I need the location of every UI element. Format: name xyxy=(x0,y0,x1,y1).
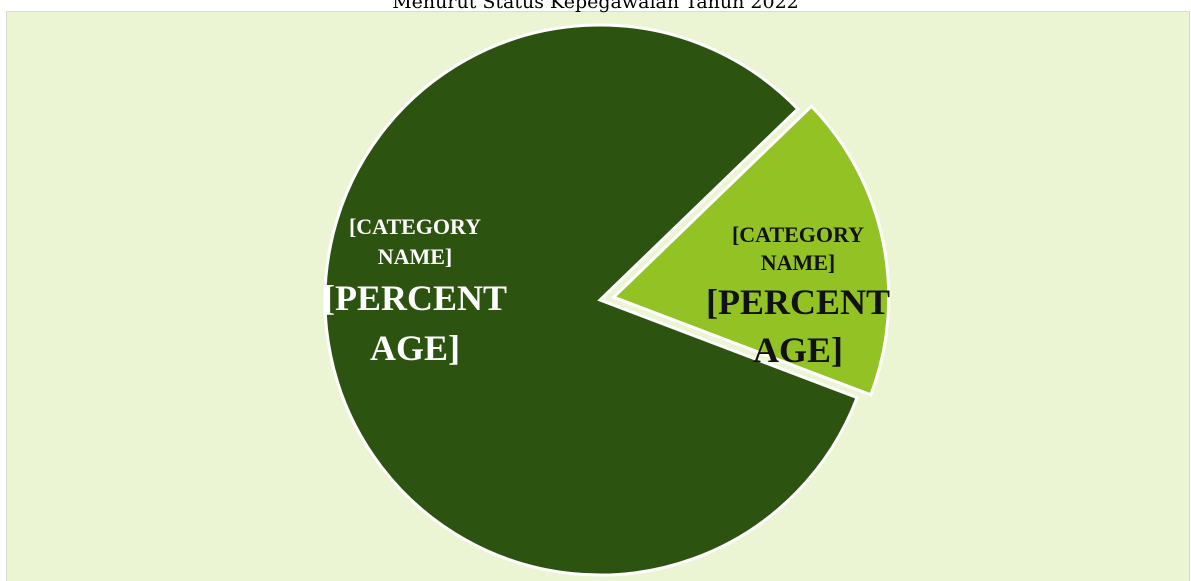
slice-category-name-line: [CATEGORY xyxy=(732,222,864,247)
pie-slice-2 xyxy=(610,104,891,397)
slice-label-2: [CATEGORY NAME] [PERCENT AGE] xyxy=(706,222,890,370)
slice-percentage-line: [PERCENT xyxy=(706,282,890,322)
slice-category-name-line: [CATEGORY xyxy=(349,214,481,239)
slice-percentage-line: AGE] xyxy=(753,330,843,370)
slice-category-name-line: NAME] xyxy=(761,250,836,275)
slice-category-name-line: NAME] xyxy=(378,244,453,269)
slice-label-1: [CATEGORY NAME] [PERCENT AGE] xyxy=(323,214,507,368)
slice-percentage-line: [PERCENT xyxy=(323,278,507,318)
pie-slice-1 xyxy=(323,23,860,577)
chart-title: Menurut Status Kepegawaian Tahun 2022 xyxy=(392,0,799,13)
slice-percentage-line: AGE] xyxy=(370,328,460,368)
